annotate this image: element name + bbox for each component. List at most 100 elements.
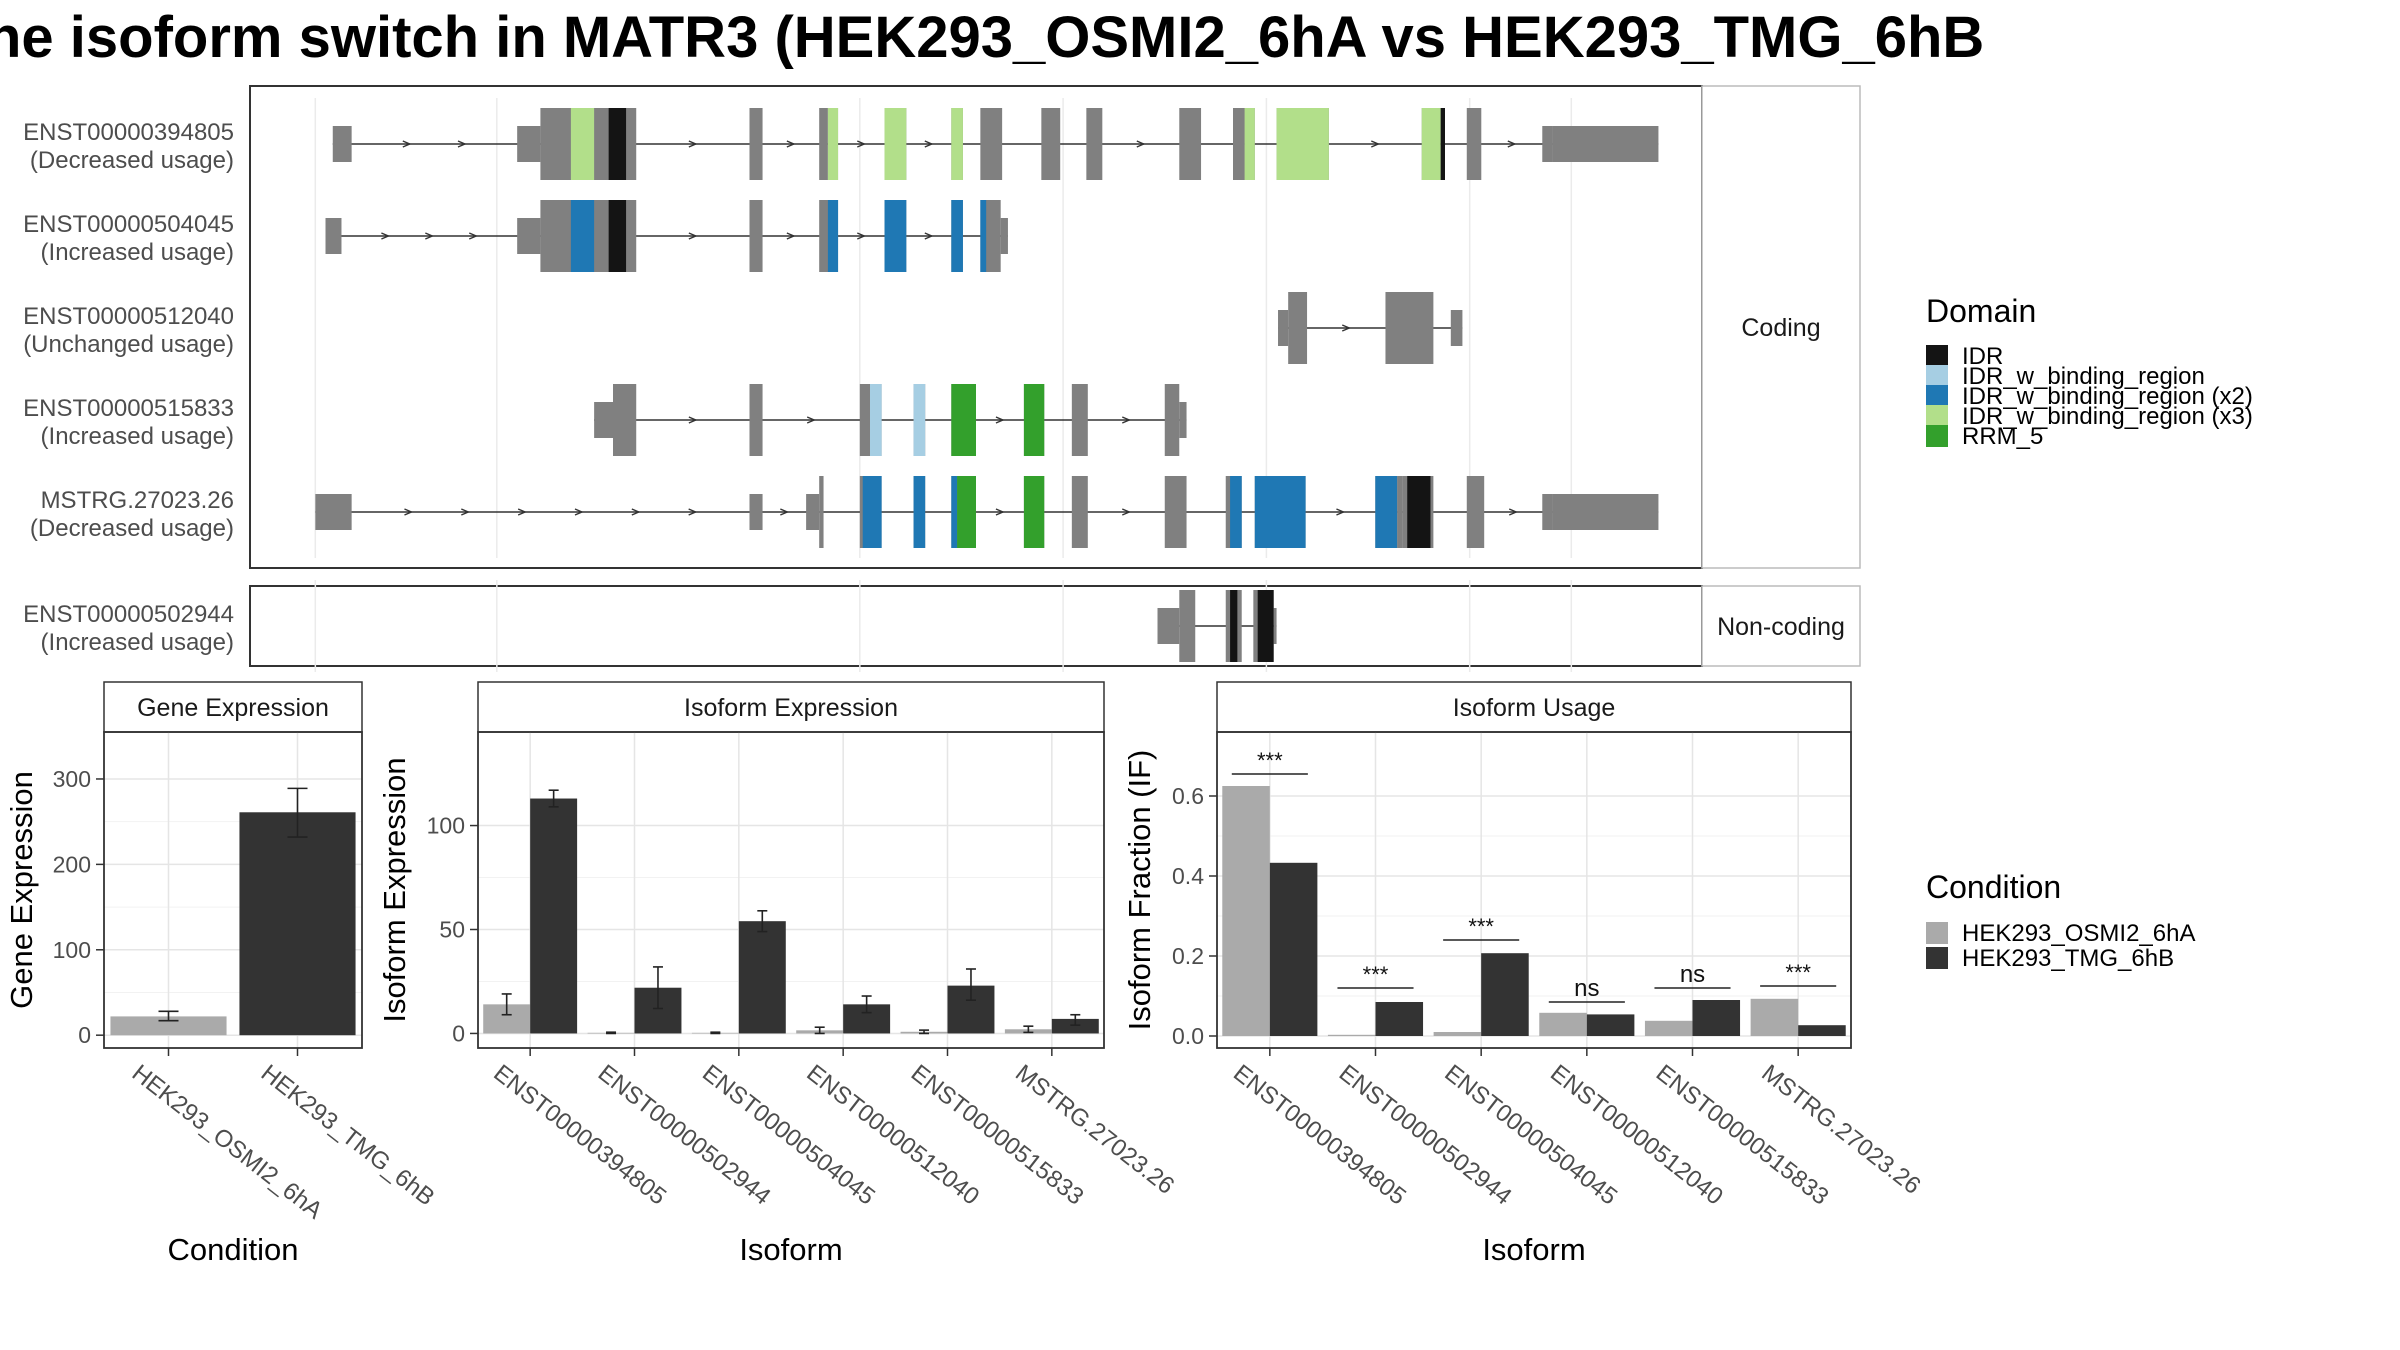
exon: [749, 494, 763, 530]
coding-strip: [1701, 85, 1861, 569]
coding-strip-label: Coding: [1741, 314, 1820, 342]
domain-legend-swatch: [1926, 405, 1948, 427]
chart-border: [477, 731, 1105, 1049]
exon: [1450, 310, 1463, 346]
chart-title: Isoform Usage: [1453, 694, 1616, 722]
domain-block: [862, 476, 882, 548]
exon: [325, 218, 342, 254]
exon: [819, 476, 824, 548]
domain-block: [1230, 476, 1242, 548]
y-tick-label: 100: [53, 937, 91, 963]
domain-block: [608, 108, 627, 180]
significance-label: ***: [1468, 914, 1494, 939]
exon: [859, 384, 871, 456]
domain-block: [570, 200, 595, 272]
domain-block: [1375, 476, 1398, 548]
intron-arrow: [688, 232, 698, 240]
x-tick-label: ENST00000515833: [906, 1059, 1089, 1210]
intron-arrow: [1136, 140, 1146, 148]
domain-legend-swatch: [1926, 385, 1948, 407]
intron-arrow: [1341, 324, 1352, 332]
domain-block: [1257, 590, 1274, 662]
x-tick-label: ENST00000504045: [1439, 1059, 1622, 1210]
exon: [806, 494, 820, 530]
exon: [1466, 108, 1482, 180]
exon: [1179, 108, 1202, 180]
transcript-track: [314, 190, 1573, 282]
domain-block: [570, 108, 595, 180]
domain-legend-swatch: [1926, 425, 1948, 447]
bar: [1798, 1025, 1846, 1036]
y-tick-label: 300: [53, 766, 91, 792]
domain-block: [1230, 590, 1238, 662]
intron-arrow: [995, 508, 1005, 516]
track-label-usage: (Increased usage): [41, 423, 234, 450]
significance-label: ***: [1257, 748, 1283, 773]
y-axis-title: Isoform Fraction (IF): [1122, 750, 1157, 1031]
y-tick-label: 0: [452, 1020, 465, 1046]
intron-arrow: [461, 508, 471, 516]
condition-legend-title: Condition: [1926, 869, 2061, 905]
intron-arrow: [1122, 416, 1132, 424]
x-tick-label: ENST00000502944: [1334, 1059, 1517, 1210]
domain-block: [884, 200, 907, 272]
y-tick-label: 0.6: [1172, 783, 1204, 809]
chart-title: Isoform Expression: [684, 694, 898, 722]
chart-border: [1216, 731, 1852, 1049]
domain-legend-swatch: [1926, 345, 1948, 367]
domain-block: [827, 108, 839, 180]
domain-legend-swatch: [1926, 365, 1948, 387]
noncoding-tracks: [314, 580, 1573, 672]
significance-label: ns: [1680, 961, 1705, 988]
bar: [1586, 1014, 1635, 1036]
track-label-usage: (Decreased usage): [30, 515, 234, 542]
track-label-id: ENST00000502944: [23, 601, 234, 628]
condition-legend-swatch: [1926, 922, 1948, 944]
y-tick-label: 0.0: [1172, 1023, 1204, 1049]
intron-arrow: [688, 140, 698, 148]
exon: [1071, 384, 1088, 456]
exon: [332, 126, 352, 162]
domain-block: [1244, 108, 1255, 180]
significance-label: ***: [1785, 960, 1811, 985]
track-label-usage: (Decreased usage): [30, 147, 234, 174]
bar: [1269, 862, 1318, 1036]
track-label-id: ENST00000394805: [23, 119, 234, 146]
intron-arrow: [1371, 140, 1381, 148]
exon: [1552, 126, 1659, 162]
transcript-track: [314, 98, 1659, 190]
exon: [1179, 402, 1187, 438]
bar: [239, 812, 356, 1036]
domain-block: [608, 200, 627, 272]
domain-block: [951, 476, 958, 548]
structure-coding-panel: Coding: [249, 85, 1861, 569]
exon: [1179, 590, 1196, 662]
x-tick-label: ENST00000502944: [593, 1059, 776, 1210]
exon: [749, 200, 763, 272]
y-axis-title: Gene Expression: [4, 771, 39, 1009]
track-labels: ENST00000394805(Decreased usage)ENST0000…: [23, 119, 234, 656]
domain-legend-items: IDRIDR_w_binding_regionIDR_w_binding_reg…: [1926, 343, 2253, 450]
domain-block: [951, 108, 963, 180]
domain-block: [1276, 108, 1329, 180]
intron-arrow: [574, 508, 584, 516]
exon: [1164, 384, 1180, 456]
condition-legend-label: HEK293_OSMI2_6hA: [1962, 920, 2195, 947]
bar: [1222, 786, 1270, 1036]
intron-arrow: [806, 416, 816, 424]
exon: [819, 108, 828, 180]
transcript-track: [314, 282, 1573, 374]
exon: [749, 108, 763, 180]
gene-expression-chart: Gene Expression0100200300HEK293_OSMI2_6h…: [4, 681, 440, 1267]
intron-arrow: [688, 508, 698, 516]
x-tick-label: ENST00000515833: [1651, 1059, 1834, 1210]
structure-noncoding-panel: Non-coding: [249, 580, 1861, 672]
domain-block: [1254, 476, 1306, 548]
intron-arrow: [780, 508, 790, 516]
domain-block: [1421, 108, 1441, 180]
intron-arrow: [404, 508, 414, 516]
chart-title: Gene Expression: [137, 694, 329, 722]
intron-arrow: [995, 416, 1005, 424]
